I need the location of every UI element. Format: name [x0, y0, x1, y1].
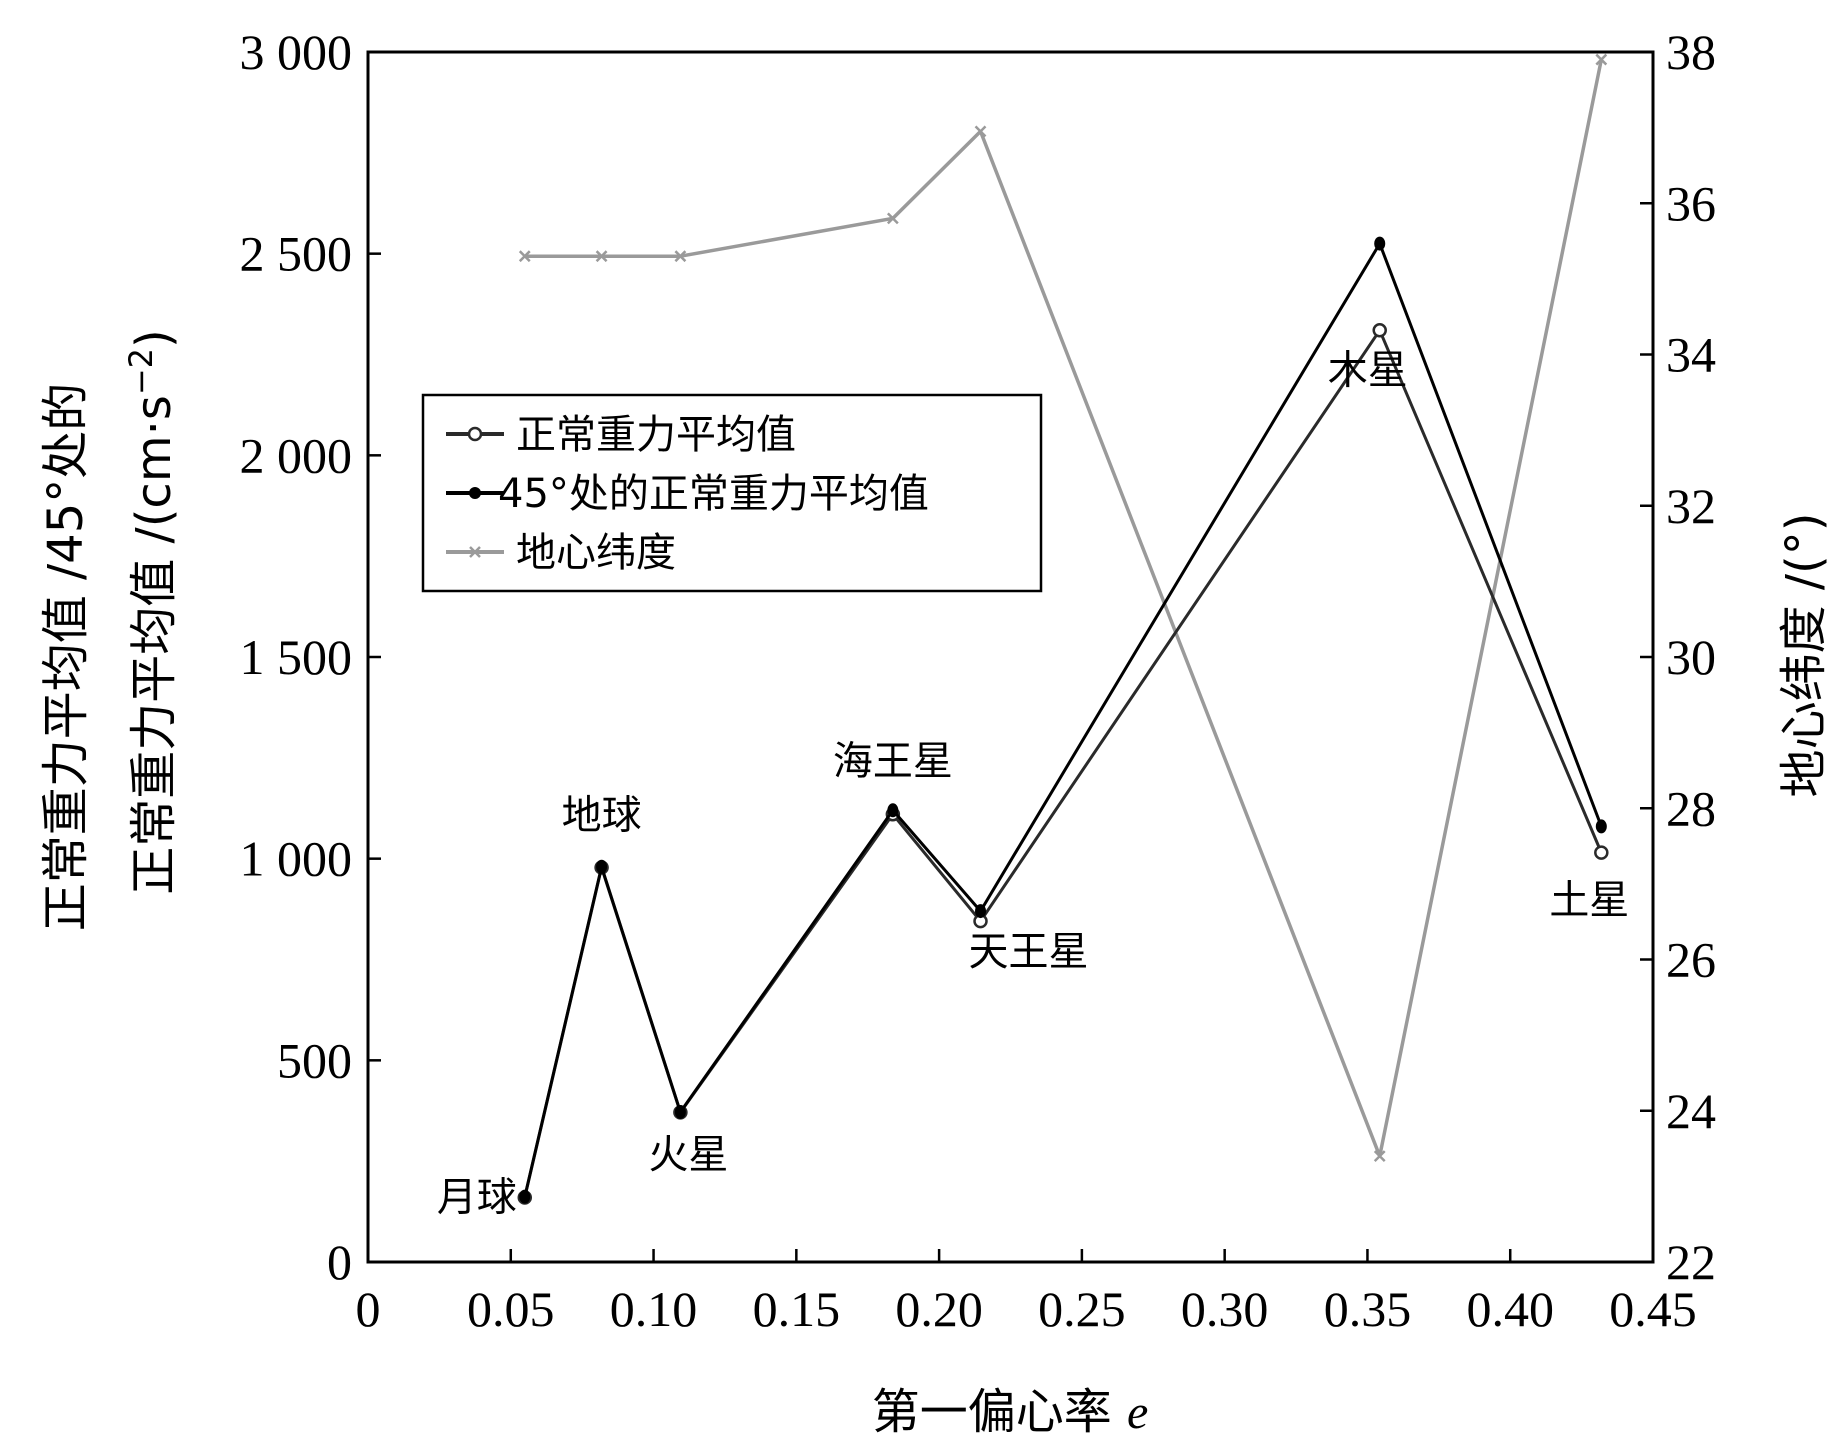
- legend: 正常重力平均值 45°处的正常重力平均值 地心纬度: [421, 393, 1043, 593]
- series-layer: [517, 53, 1609, 1205]
- series-line: [523, 242, 1603, 1198]
- y-left-tick-label: 500: [277, 1032, 352, 1088]
- series-1: [519, 236, 1607, 1204]
- plot-area: [366, 50, 1655, 1264]
- x-tick-label: 0.20: [895, 1281, 983, 1337]
- legend-item-gravity-45: 45°处的正常重力平均值: [446, 471, 929, 517]
- data-point-filled-circle: [674, 1104, 686, 1119]
- x-tick-label: 0.30: [1181, 1281, 1269, 1337]
- x-tick-label: 0: [356, 1281, 381, 1337]
- x-tick-label: 0.10: [610, 1281, 698, 1337]
- point-label: 木星: [1328, 348, 1408, 394]
- y-left-axis-title-line1: 正常重力平均值 /45°处的: [38, 383, 94, 932]
- x-tick-label: 0.25: [1038, 1281, 1126, 1337]
- point-label: 天王星: [969, 929, 1089, 975]
- data-point-x-stroke: [886, 212, 899, 225]
- x-axis-title: 第一偏心率 e: [872, 1384, 1149, 1440]
- y-right-axis: 22 24 26 28 30 32 34 36 38: [1640, 24, 1716, 1290]
- point-label: 月球: [437, 1175, 517, 1221]
- x-axis: 0 0.05 0.10 0.15 0.20 0.25 0.30 0.35 0.40 0.45: [356, 1249, 1697, 1337]
- point-label: 海王星: [833, 738, 953, 784]
- y-right-tick-label: 38: [1666, 24, 1716, 80]
- series-2: [518, 53, 1608, 1163]
- series-line: [524, 59, 1604, 1158]
- data-point-filled-circle: [887, 803, 899, 818]
- data-point-open-circle: [1372, 323, 1387, 338]
- point-label: 地球: [562, 793, 642, 839]
- y-right-tick-label: 36: [1666, 175, 1716, 231]
- data-point-filled-circle: [1595, 819, 1607, 834]
- legend-filled-circle-marker: [469, 487, 481, 499]
- x-tick-label: 0.15: [753, 1281, 841, 1337]
- point-label: 火星: [648, 1132, 728, 1178]
- y-left-axis-title-line2: 正常重力平均值 /(cm·s−2): [122, 329, 182, 894]
- y-left-tick-label: 2 000: [240, 427, 353, 483]
- data-point-x: [1373, 1150, 1386, 1163]
- legend-box: [421, 393, 1043, 593]
- data-point-x-stroke: [974, 125, 987, 138]
- y-right-tick-label: 24: [1666, 1083, 1716, 1139]
- legend-label-normal-gravity: 正常重力平均值: [516, 412, 796, 458]
- data-point-x-stroke: [518, 250, 531, 263]
- y-left-tick-label: 2 500: [240, 226, 353, 282]
- data-point-filled-circle: [1374, 236, 1386, 251]
- y-right-tick-label: 32: [1666, 478, 1716, 534]
- point-label: 土星: [1549, 877, 1629, 923]
- legend-item-geocentric-latitude: 地心纬度: [446, 530, 676, 576]
- data-point-x-stroke: [674, 250, 687, 263]
- data-point-x-stroke: [1595, 53, 1608, 66]
- data-point-open-circle: [1594, 845, 1609, 860]
- legend-open-circle-marker: [467, 426, 483, 442]
- y-right-tick-label: 30: [1666, 629, 1716, 685]
- y-right-tick-label: 28: [1666, 780, 1716, 836]
- data-point-x: [674, 250, 687, 263]
- data-point-filled-circle: [596, 859, 608, 874]
- x-tick-label: 0.35: [1324, 1281, 1412, 1337]
- data-point-x: [1595, 53, 1608, 66]
- legend-x-marker: [469, 546, 481, 558]
- data-point-x-stroke: [595, 250, 608, 263]
- y-right-tick-label: 22: [1666, 1234, 1716, 1290]
- x-tick-label: 0.40: [1466, 1281, 1554, 1337]
- data-point-x: [595, 250, 608, 263]
- y-left-tick-label: 1 000: [240, 831, 353, 887]
- x-tick-label: 0.05: [467, 1281, 555, 1337]
- y-left-tick-label: 1 500: [240, 629, 353, 685]
- data-point-filled-circle: [519, 1189, 531, 1204]
- data-point-x: [974, 125, 987, 138]
- legend-item-normal-gravity: 正常重力平均值: [446, 412, 796, 458]
- data-point-x-stroke: [1373, 1150, 1386, 1163]
- x-tick-label: 0.45: [1609, 1281, 1697, 1337]
- y-right-tick-label: 26: [1666, 932, 1716, 988]
- y-left-tick-label: 0: [327, 1234, 352, 1290]
- data-point-filled-circle: [975, 904, 987, 919]
- y-right-axis-title: 地心纬度 /(°): [1776, 513, 1832, 798]
- y-right-tick-label: 34: [1666, 327, 1716, 383]
- legend-label-gravity-45: 45°处的正常重力平均值: [498, 471, 929, 517]
- legend-label-geocentric-latitude: 地心纬度: [516, 530, 676, 576]
- data-point-x: [518, 250, 531, 263]
- data-point-x: [886, 212, 899, 225]
- y-left-tick-label: 3 000: [240, 24, 353, 80]
- y-left-axis: 0 500 1 000 1 500 2 000 2 500 3 000: [240, 24, 381, 1290]
